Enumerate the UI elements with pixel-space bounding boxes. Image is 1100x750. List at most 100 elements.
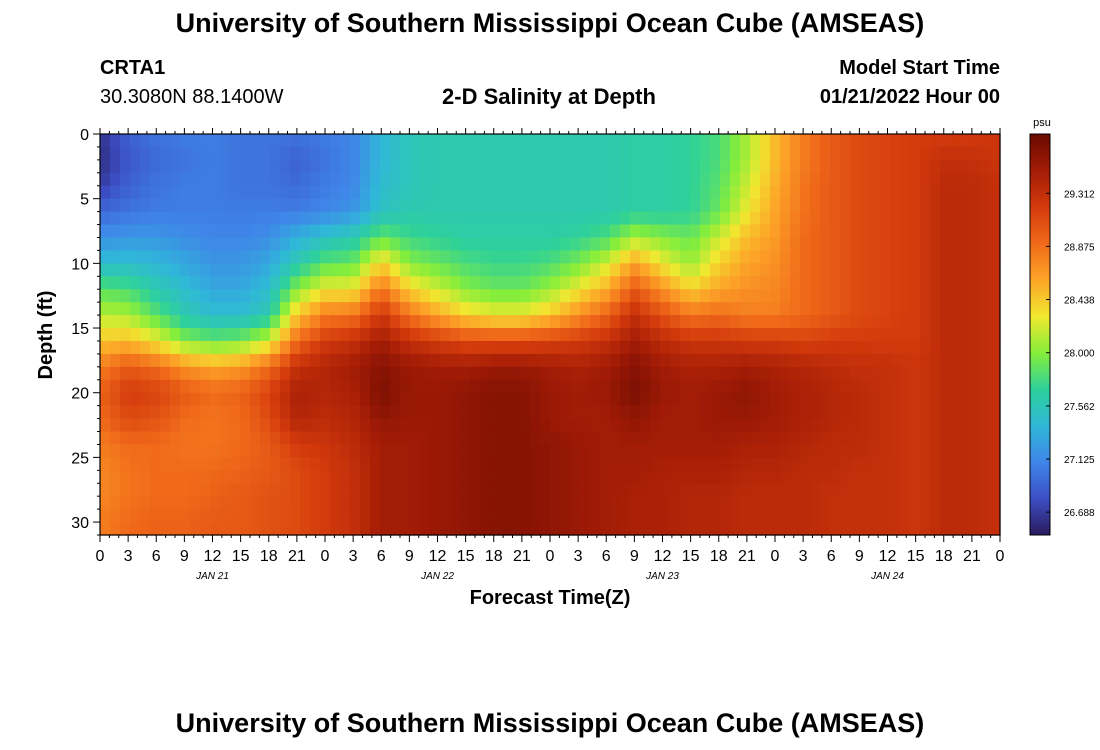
heatmap-cell (220, 146, 231, 161)
heatmap-cell (240, 159, 251, 174)
heatmap-cell (830, 353, 841, 368)
heatmap-cell (860, 470, 871, 484)
heatmap-cell (390, 302, 401, 316)
heatmap-cell (300, 211, 311, 226)
heatmap-cell (610, 483, 621, 497)
heatmap-cell (130, 146, 141, 161)
y-tick-label: 30 (71, 515, 89, 532)
heatmap-cell (660, 470, 671, 484)
heatmap-cell (270, 263, 281, 277)
heatmap-cell (390, 159, 401, 174)
heatmap-cell (450, 146, 461, 161)
heatmap-cell (890, 483, 901, 497)
heatmap-cell (180, 353, 191, 368)
heatmap-cell (870, 198, 881, 213)
heatmap-cell (890, 211, 901, 226)
heatmap-cell (510, 263, 521, 277)
heatmap-cell (750, 302, 761, 316)
heatmap-cell (680, 276, 691, 290)
heatmap-cell (860, 263, 871, 277)
heatmap-cell (340, 444, 351, 458)
heatmap-cell (210, 457, 221, 471)
heatmap-cell (490, 250, 501, 264)
heatmap-cell (500, 366, 511, 381)
heatmap-cell (740, 457, 751, 471)
heatmap-cell (200, 405, 211, 420)
heatmap-cell (930, 134, 941, 148)
heatmap-cell (170, 172, 181, 187)
heatmap-cell (270, 315, 281, 329)
heatmap-cell (860, 302, 871, 316)
heatmap-cell (160, 457, 171, 471)
colorbar-tick-label: 28.438 (1064, 296, 1095, 307)
heatmap-cell (170, 315, 181, 329)
heatmap-cell (480, 146, 491, 161)
heatmap-cell (580, 392, 591, 407)
heatmap-cell (860, 315, 871, 329)
heatmap-cell (300, 263, 311, 277)
heatmap-cell (350, 509, 361, 523)
heatmap-cell (730, 315, 741, 329)
heatmap-cell (730, 198, 741, 213)
heatmap-cell (380, 392, 391, 407)
heatmap-cell (950, 134, 961, 148)
heatmap-cell (250, 457, 261, 471)
heatmap-cell (130, 392, 141, 407)
heatmap-cell (240, 444, 251, 458)
heatmap-cell (570, 496, 581, 510)
heatmap-cell (110, 444, 121, 458)
heatmap-cell (780, 289, 791, 303)
heatmap-cell (430, 134, 441, 148)
heatmap-cell (850, 418, 861, 433)
heatmap-cell (910, 224, 921, 239)
heatmap-cell (790, 263, 801, 277)
heatmap-cell (180, 509, 191, 523)
heatmap-cell (920, 276, 931, 290)
heatmap-cell (920, 211, 931, 226)
heatmap-cell (440, 237, 451, 252)
heatmap-cell (640, 509, 651, 523)
heatmap-cell (610, 509, 621, 523)
heatmap-cell (110, 302, 121, 316)
heatmap-cell (260, 134, 271, 148)
heatmap-cell (670, 250, 681, 264)
heatmap-cell (790, 483, 801, 497)
heatmap-cell (680, 353, 691, 368)
heatmap-cell (830, 444, 841, 458)
heatmap-cell (840, 211, 851, 226)
heatmap-cell (570, 237, 581, 252)
heatmap-cell (380, 457, 391, 471)
heatmap-cell (580, 431, 591, 446)
heatmap-cell (360, 146, 371, 161)
heatmap-cell (500, 159, 511, 174)
heatmap-cell (650, 276, 661, 290)
heatmap-cell (280, 340, 291, 355)
heatmap-cell (560, 172, 571, 187)
heatmap-cell (730, 509, 741, 523)
heatmap-cell (510, 172, 521, 187)
heatmap-cell (870, 289, 881, 303)
heatmap-cell (180, 198, 191, 213)
heatmap-cell (470, 444, 481, 458)
heatmap-cell (540, 185, 551, 200)
heatmap-cell (990, 211, 1001, 226)
heatmap-cell (600, 483, 611, 497)
heatmap-cell (380, 496, 391, 510)
heatmap-cell (770, 366, 781, 381)
heatmap-cell (500, 198, 511, 213)
heatmap-cell (740, 328, 751, 342)
heatmap-cell (750, 366, 761, 381)
heatmap-cell (120, 470, 131, 484)
heatmap-cell (270, 340, 281, 355)
heatmap-cell (460, 211, 471, 226)
heatmap-cell (350, 315, 361, 329)
heatmap-cell (480, 276, 491, 290)
heatmap-cell (820, 431, 831, 446)
heatmap-cell (290, 509, 301, 523)
heatmap-cell (930, 444, 941, 458)
heatmap-cell (880, 250, 891, 264)
heatmap-cell (610, 302, 621, 316)
heatmap-cell (830, 431, 841, 446)
heatmap-cell (210, 470, 221, 484)
heatmap-cell (140, 470, 151, 484)
